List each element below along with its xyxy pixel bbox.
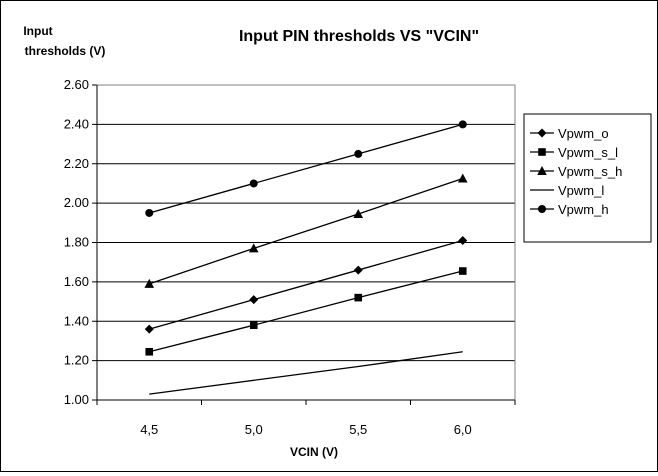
series-line-vpwm-s-h — [149, 177, 463, 285]
legend-marker-vpwm-s-l — [538, 148, 546, 156]
y-tick-label-2: 1.40 — [64, 313, 89, 328]
data-point-vpwm-s-h-0 — [144, 278, 155, 288]
legend-label-vpwm-o: Vpwm_o — [558, 126, 609, 141]
data-point-vpwm-s-h-1 — [248, 243, 259, 253]
data-point-vpwm-s-l-2 — [354, 293, 363, 302]
data-point-vpwm-s-h-2 — [353, 208, 364, 218]
x-axis-title: VCIN (V) — [290, 445, 338, 459]
data-point-vpwm-h-1 — [249, 179, 258, 188]
y-axis-label-line-2: thresholds (V) — [25, 44, 106, 58]
legend-box — [523, 113, 652, 243]
data-point-vpwm-o-3 — [458, 236, 468, 246]
data-point-vpwm-o-0 — [144, 324, 154, 334]
data-point-vpwm-h-2 — [354, 149, 363, 158]
legend: Vpwm_o Vpwm_s_l Vpwm_s_h Vpwm_l Vpwm_h — [523, 113, 652, 243]
y-tick-label-3: 1.60 — [64, 274, 89, 289]
data-point-vpwm-o-1 — [249, 295, 259, 305]
chart-title: Input PIN thresholds VS "VCIN" — [239, 28, 479, 45]
data-point-vpwm-o-2 — [353, 265, 363, 275]
data-point-vpwm-h-3 — [458, 120, 467, 129]
data-point-vpwm-s-l-3 — [458, 267, 467, 275]
y-tick-label-0: 1.00 — [64, 392, 89, 407]
x-tick-label-2: 5,5 — [349, 422, 367, 437]
x-tick-label-3: 6,0 — [454, 422, 472, 437]
data-point-vpwm-s-l-0 — [145, 347, 154, 356]
y-axis-label-line-1: Input — [23, 24, 52, 38]
x-tick-label-1: 5,0 — [245, 422, 263, 437]
legend-marker-vpwm-s-h — [537, 166, 547, 175]
data-point-vpwm-h-0 — [145, 208, 154, 217]
y-tick-label-6: 2.20 — [64, 156, 89, 171]
series-line-vpwm-l — [149, 351, 463, 395]
legend-label-vpwm-l: Vpwm_l — [558, 183, 604, 198]
legend-label-vpwm-s-l: Vpwm_s_l — [558, 145, 618, 160]
y-tick-label-7: 2.40 — [64, 116, 89, 131]
y-tick-label-5: 2.00 — [64, 195, 89, 210]
series-line-vpwm-h — [149, 123, 463, 214]
data-point-vpwm-s-h-3 — [457, 173, 468, 183]
x-tick-label-0: 4,5 — [140, 422, 158, 437]
y-tick-label-1: 1.20 — [64, 353, 89, 368]
y-tick-label-4: 1.80 — [64, 235, 89, 250]
legend-label-vpwm-s-h: Vpwm_s_h — [558, 164, 622, 179]
series-line-vpwm-o — [149, 239, 463, 330]
series-line-vpwm-s-l — [149, 270, 463, 353]
legend-marker-vpwm-o — [537, 128, 547, 138]
plot-area: 1.00 1.20 1.40 1.60 1.80 2.00 2.20 2.40 2.60 4,5 5… — [64, 77, 516, 437]
data-point-vpwm-s-l-1 — [249, 321, 258, 329]
legend-marker-vpwm-h — [538, 205, 546, 213]
y-tick-label-8: 2.60 — [64, 77, 89, 92]
legend-label-vpwm-h: Vpwm_h — [558, 202, 609, 217]
